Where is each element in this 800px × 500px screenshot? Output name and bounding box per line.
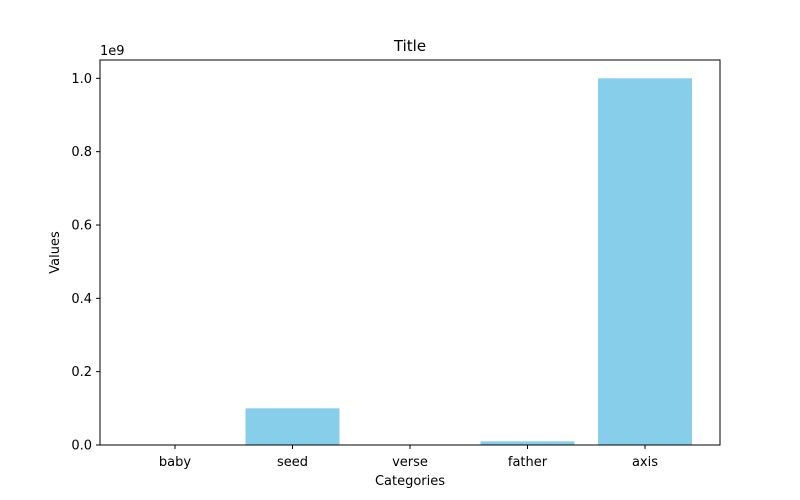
bar-seed bbox=[245, 408, 340, 445]
x-tick-label: verse bbox=[392, 455, 428, 470]
x-tick-label: father bbox=[508, 455, 548, 470]
y-tick-label: 0.0 bbox=[71, 439, 92, 454]
y-axis-label: Values bbox=[48, 231, 63, 274]
y-tick-label: 0.2 bbox=[71, 365, 92, 380]
x-tick-label: baby bbox=[159, 455, 191, 470]
x-tick-label: axis bbox=[632, 455, 658, 470]
plot-frame bbox=[99, 59, 721, 446]
y-tick-label: 0.8 bbox=[71, 145, 92, 160]
y-tick-label: 0.6 bbox=[71, 219, 92, 234]
y-tick-label: 1.0 bbox=[71, 72, 92, 87]
y-tick-label: 0.4 bbox=[71, 292, 92, 307]
x-ticks-group: baby seed verse father axis bbox=[159, 445, 658, 470]
bar-father bbox=[480, 441, 575, 445]
x-tick-label: seed bbox=[277, 455, 308, 470]
y-ticks-group: 0.0 0.2 0.4 0.6 0.8 1.0 bbox=[71, 72, 100, 454]
bar-axis bbox=[598, 78, 692, 445]
x-axis-label: Categories bbox=[375, 474, 445, 489]
chart-title: Title bbox=[393, 37, 426, 55]
bars-group bbox=[128, 78, 692, 445]
y-axis-offset-label: 1e9 bbox=[100, 44, 125, 59]
